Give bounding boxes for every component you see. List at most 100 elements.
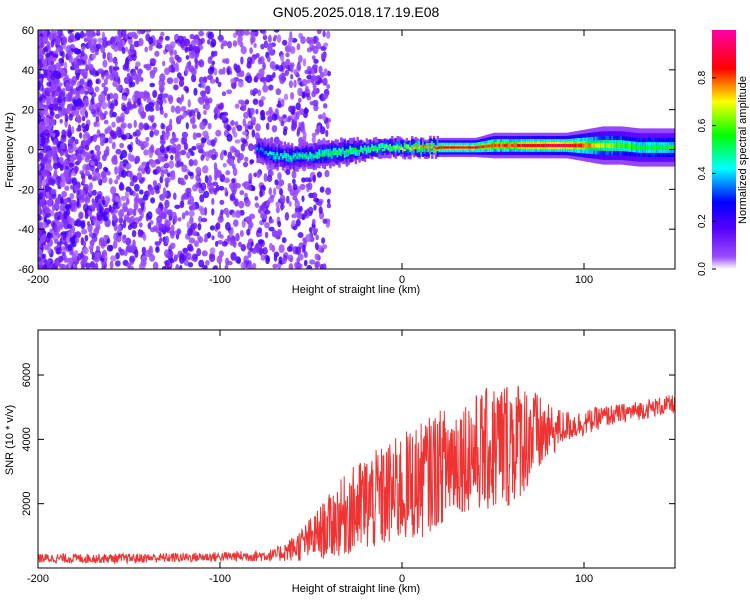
- heatmap-noise-cell: [38, 174, 42, 181]
- heatmap-ridge-cell: [283, 152, 287, 165]
- heatmap-noise-cell: [79, 107, 86, 116]
- heatmap-ridge-cell: [336, 151, 339, 155]
- heatmap-noise-cell: [150, 160, 157, 168]
- heatmap-noise-cell: [214, 167, 219, 176]
- heatmap-noise-cell: [165, 259, 170, 267]
- heatmap-noise-cell: [285, 58, 291, 66]
- heatmap-noise-cell: [250, 116, 257, 124]
- heatmap-noise-cell: [290, 74, 294, 80]
- heatmap-noise-cell: [77, 145, 84, 155]
- heatmap-noise-cell: [152, 122, 157, 128]
- heatmap-noise-cell: [306, 79, 311, 84]
- heatmap-noise-cell: [49, 107, 54, 114]
- heatmap-noise-cell: [298, 97, 302, 103]
- heatmap-ridge-cell: [365, 147, 368, 150]
- colorbar-tick-label: 0.0: [697, 262, 708, 276]
- heatmap-ridge-cell: [611, 143, 614, 148]
- heatmap-noise-cell: [100, 113, 104, 121]
- heatmap-noise-cell: [112, 202, 118, 210]
- heatmap-noise-cell: [79, 132, 83, 139]
- heatmap-noise-cell: [268, 34, 272, 43]
- heatmap-noise-cell: [94, 195, 99, 203]
- heatmap-noise-cell: [291, 121, 298, 130]
- heatmap-noise-cell: [314, 260, 321, 269]
- heatmap-noise-cell: [247, 124, 254, 130]
- heatmap-ridge-cell: [349, 151, 352, 155]
- heatmap-noise-cell: [93, 159, 98, 167]
- heatmap-ridge-cell: [285, 153, 288, 157]
- heatmap-ridge-cell: [405, 145, 408, 148]
- heatmap-noise-cell: [127, 144, 132, 150]
- heatmap-ridge-cell: [294, 153, 297, 161]
- heatmap-noise-cell: [43, 258, 47, 263]
- heatmap-noise-cell: [38, 80, 41, 89]
- heatmap-noise-cell: [245, 216, 250, 222]
- heatmap-noise-cell: [252, 31, 256, 37]
- heatmap-noise-cell: [222, 163, 227, 168]
- heatmap-noise-cell: [293, 211, 298, 218]
- heatmap-noise-cell: [116, 84, 122, 92]
- heatmap-noise-cell: [156, 215, 163, 224]
- heatmap-ridge-cell: [387, 144, 390, 151]
- heatmap-ridge-cell: [362, 149, 365, 152]
- heatmap-noise-cell: [80, 30, 85, 39]
- heatmap-ridge-cell: [432, 146, 436, 149]
- heatmap-noise-cell: [165, 253, 171, 259]
- heatmap-noise-cell: [84, 156, 90, 163]
- heatmap-noise-cell: [55, 219, 60, 226]
- heatmap-noise-cell: [277, 220, 282, 228]
- heatmap-noise-cell: [306, 74, 313, 80]
- heatmap-noise-cell: [134, 155, 140, 164]
- heatmap-ridge-cell: [513, 143, 516, 148]
- heatmap-cells: [38, 30, 675, 269]
- heatmap-noise-cell: [54, 202, 58, 208]
- heatmap-ridge-cell: [503, 143, 507, 148]
- heatmap-noise-cell: [119, 142, 124, 149]
- heatmap-ridge-cell: [496, 143, 499, 148]
- heatmap-noise-cell: [170, 230, 175, 239]
- heatmap-noise-cell: [165, 43, 172, 51]
- heatmap-noise-cell: [324, 169, 330, 178]
- heatmap-ridge-cell: [292, 154, 296, 159]
- heatmap-noise-cell: [236, 156, 241, 164]
- heatmap-ridge-cell: [318, 155, 321, 159]
- heatmap-ridge-cell: [585, 143, 589, 148]
- heatmap-ridge-cell: [261, 148, 265, 152]
- heatmap-noise-cell: [231, 212, 236, 218]
- heatmap-noise-cell: [155, 246, 160, 253]
- heatmap-noise-cell: [221, 241, 228, 247]
- heatmap-noise-cell: [166, 77, 174, 85]
- heatmap-noise-cell: [97, 37, 103, 44]
- heatmap-noise-cell: [121, 95, 127, 101]
- heatmap-noise-cell: [129, 189, 134, 196]
- heatmap-noise-cell: [311, 132, 317, 138]
- heatmap-noise-cell: [165, 219, 171, 228]
- heatmap-ridge-cell: [385, 145, 388, 148]
- x-tick-label: 0: [399, 274, 405, 286]
- heatmap-noise-cell: [62, 108, 67, 114]
- heatmap-ridge-cell: [403, 148, 407, 152]
- heatmap-noise-cell: [82, 133, 89, 140]
- heatmap-noise-cell: [46, 97, 52, 105]
- heatmap-noise-cell: [181, 194, 185, 200]
- heatmap-noise-cell: [179, 76, 185, 81]
- heatmap-noise-cell: [260, 115, 266, 121]
- heatmap-noise-cell: [76, 127, 82, 132]
- heatmap-noise-cell: [315, 234, 320, 241]
- heatmap-ridge-cell: [402, 147, 405, 151]
- heatmap-ridge-cell: [571, 143, 574, 148]
- heatmap-noise-cell: [230, 195, 236, 201]
- heatmap-noise-cell: [202, 76, 208, 84]
- heatmap-noise-cell: [88, 231, 93, 238]
- heatmap-noise-cell: [93, 121, 98, 128]
- heatmap-noise-cell: [110, 255, 117, 262]
- heatmap-noise-cell: [61, 129, 67, 136]
- heatmap-noise-cell: [275, 201, 280, 208]
- heatmap-noise-cell: [179, 200, 185, 209]
- heatmap-noise-cell: [167, 94, 174, 102]
- heatmap-noise-cell: [262, 62, 266, 71]
- heatmap-ridge-cell: [389, 144, 392, 147]
- heatmap-ridge-cell: [312, 155, 316, 159]
- heatmap-ridge-cell: [321, 153, 325, 157]
- heatmap-noise-cell: [282, 114, 287, 119]
